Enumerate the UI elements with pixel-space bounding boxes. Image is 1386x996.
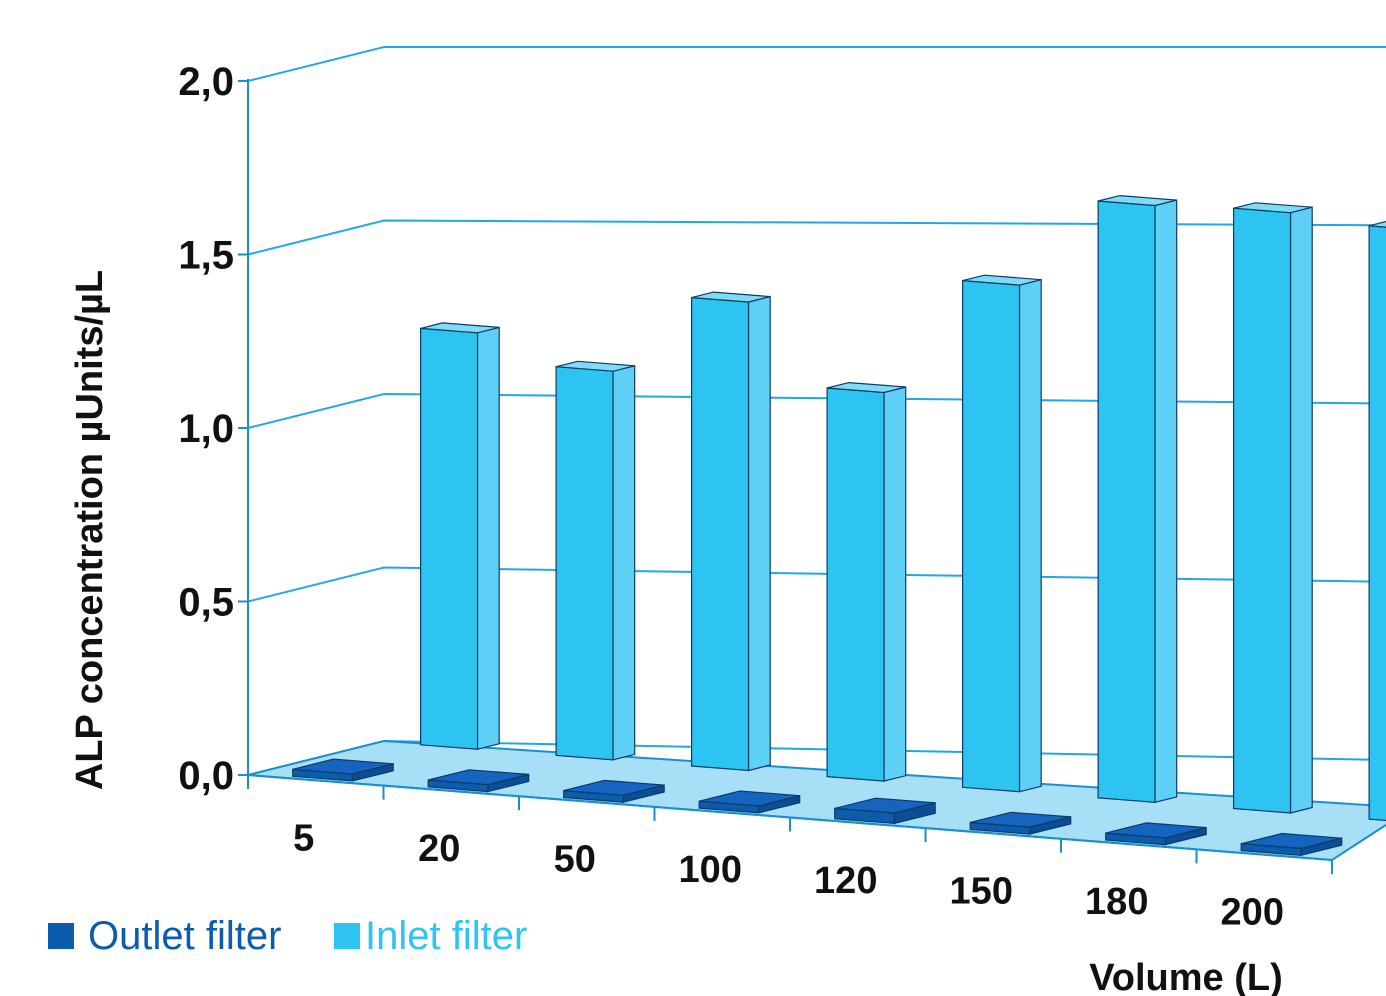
grid-layer	[247, 46, 1386, 776]
inlet-bar	[420, 322, 500, 750]
x-tick-label: 200	[1221, 892, 1284, 934]
outlet-bar	[698, 790, 801, 814]
inlet-bar	[690, 291, 771, 772]
legend-label-outlet: Outlet filter	[88, 914, 281, 958]
x-tick-label: 50	[554, 839, 596, 881]
inlet-bar	[1232, 202, 1313, 814]
inlet-bar	[1368, 220, 1386, 822]
gridline	[247, 392, 1386, 429]
x-tick-label: 100	[679, 849, 742, 891]
x-tick-label: 180	[1085, 881, 1148, 923]
x-tick-label: 5	[293, 817, 314, 859]
x-axis-title: Volume (L)	[1089, 957, 1283, 996]
labels-layer: 0,0 0,5 1,0 1,5 2,0 5 20 50 100 120 150 180 200	[178, 60, 1284, 934]
outlet-bar	[292, 758, 394, 782]
outlet-bar	[563, 779, 665, 803]
inlet-bar	[961, 274, 1042, 793]
y-axis-title: ALP concentration µUnits/µL	[69, 270, 111, 790]
legend-label-inlet: Inlet filter	[365, 914, 527, 958]
outlet-bar	[427, 769, 530, 793]
y-tick-label: 1,5	[178, 234, 234, 278]
legend: Outlet filter Inlet filter	[48, 914, 527, 958]
gridline	[247, 219, 1386, 256]
outlet-bar	[834, 797, 936, 825]
gridline	[247, 566, 1386, 603]
y-tick-label: 1,0	[178, 407, 234, 451]
inlet-bar	[826, 381, 907, 782]
y-tick-label: 2,0	[178, 60, 234, 104]
bars-layer	[292, 194, 1386, 857]
outlet-bar	[1240, 832, 1343, 857]
x-tick-label: 120	[814, 860, 877, 902]
x-tick-label: 20	[418, 828, 460, 870]
gridline	[247, 46, 1386, 82]
inlet-bar	[555, 360, 636, 761]
x-tick-label: 150	[950, 870, 1013, 912]
legend-swatch-inlet	[334, 923, 360, 949]
legend-swatch-outlet	[48, 923, 74, 949]
y-tick-label: 0,0	[178, 754, 234, 798]
y-tick-label: 0,5	[178, 581, 234, 625]
inlet-bar	[1097, 194, 1178, 804]
outlet-bar	[1105, 822, 1207, 846]
axis-layer	[238, 79, 1333, 874]
outlet-bar	[969, 811, 1072, 835]
